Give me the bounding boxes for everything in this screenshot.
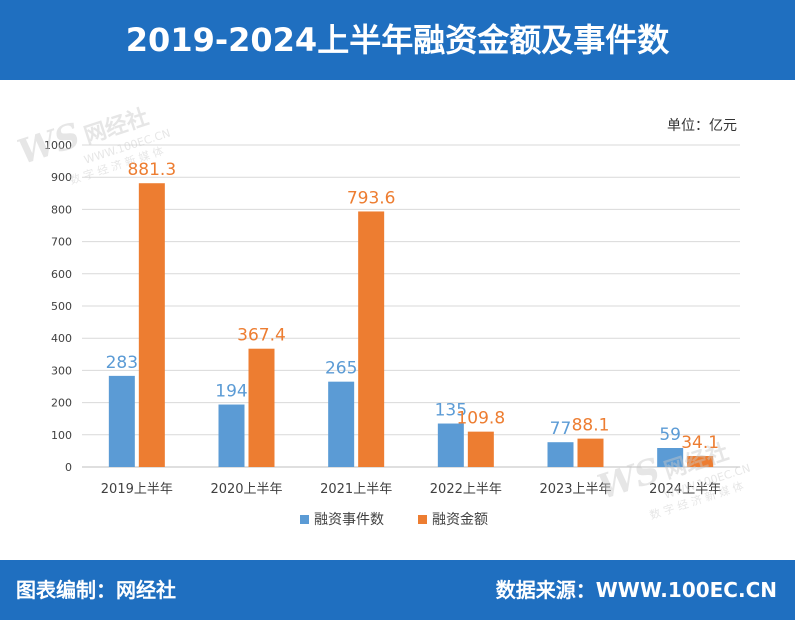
y-tick-label: 500 bbox=[51, 300, 72, 313]
y-tick-label: 400 bbox=[51, 332, 72, 345]
header-bar: 2019-2024上半年融资金额及事件数 bbox=[0, 0, 795, 80]
x-tick-label: 2023上半年 bbox=[539, 482, 611, 497]
bar-event-count bbox=[328, 381, 355, 467]
y-tick-label: 600 bbox=[51, 268, 72, 281]
x-tick-label: 2022上半年 bbox=[430, 482, 502, 497]
legend-swatch bbox=[418, 515, 427, 524]
footer-source: 数据来源：WWW.100EC.CN bbox=[495, 578, 777, 602]
y-tick-label: 1000 bbox=[44, 139, 72, 152]
y-tick-label: 300 bbox=[51, 364, 72, 377]
bar-chart: 0 100 200 300 400 500 600 700 800 900 1000 2019上半年 2… bbox=[44, 139, 740, 528]
y-tick-label: 700 bbox=[51, 236, 72, 249]
data-label-event-count: 59 bbox=[659, 425, 681, 445]
bar-event-count bbox=[657, 448, 684, 467]
data-label-amount: 793.6 bbox=[347, 188, 396, 208]
y-tick-label: 100 bbox=[51, 429, 72, 442]
bar-amount bbox=[577, 438, 604, 467]
data-label-event-count: 265 bbox=[325, 359, 357, 379]
x-tick-label: 2019上半年 bbox=[101, 482, 173, 497]
chart-title: 2019-2024上半年融资金额及事件数 bbox=[125, 21, 670, 59]
bar-event-count bbox=[108, 375, 135, 467]
bar-amount bbox=[687, 456, 714, 467]
x-tick-label: 2020上半年 bbox=[210, 482, 282, 497]
data-label-amount: 109.8 bbox=[456, 409, 505, 429]
unit-label: 单位：亿元 bbox=[667, 118, 737, 134]
data-label-amount: 88.1 bbox=[572, 416, 610, 436]
data-label-event-count: 77 bbox=[550, 419, 572, 439]
y-tick-label: 800 bbox=[51, 203, 72, 216]
bar-amount bbox=[138, 183, 165, 467]
bar-event-count bbox=[437, 423, 464, 467]
legend-swatch bbox=[300, 515, 309, 524]
footer-credit: 图表编制：网经社 bbox=[16, 578, 176, 602]
x-tick-label: 2021上半年 bbox=[320, 482, 392, 497]
y-tick-label: 200 bbox=[51, 397, 72, 410]
data-label-amount: 34.1 bbox=[681, 433, 719, 453]
y-tick-label: 900 bbox=[51, 171, 72, 184]
bar-event-count bbox=[547, 442, 574, 467]
bar-amount bbox=[358, 211, 385, 467]
data-label-event-count: 194 bbox=[215, 382, 247, 402]
legend-label: 融资事件数 bbox=[314, 512, 384, 528]
y-tick-label: 0 bbox=[65, 461, 72, 474]
legend-label: 融资金额 bbox=[432, 512, 488, 528]
data-label-amount: 881.3 bbox=[127, 160, 176, 180]
bar-amount bbox=[248, 348, 275, 467]
x-tick-label: 2024上半年 bbox=[649, 482, 721, 497]
bar-amount bbox=[467, 431, 494, 467]
data-label-event-count: 135 bbox=[435, 401, 467, 421]
data-label-event-count: 283 bbox=[106, 353, 138, 373]
footer-bar: 图表编制：网经社 数据来源：WWW.100EC.CN bbox=[0, 560, 795, 620]
data-label-amount: 367.4 bbox=[237, 326, 286, 346]
bar-event-count bbox=[218, 404, 245, 467]
